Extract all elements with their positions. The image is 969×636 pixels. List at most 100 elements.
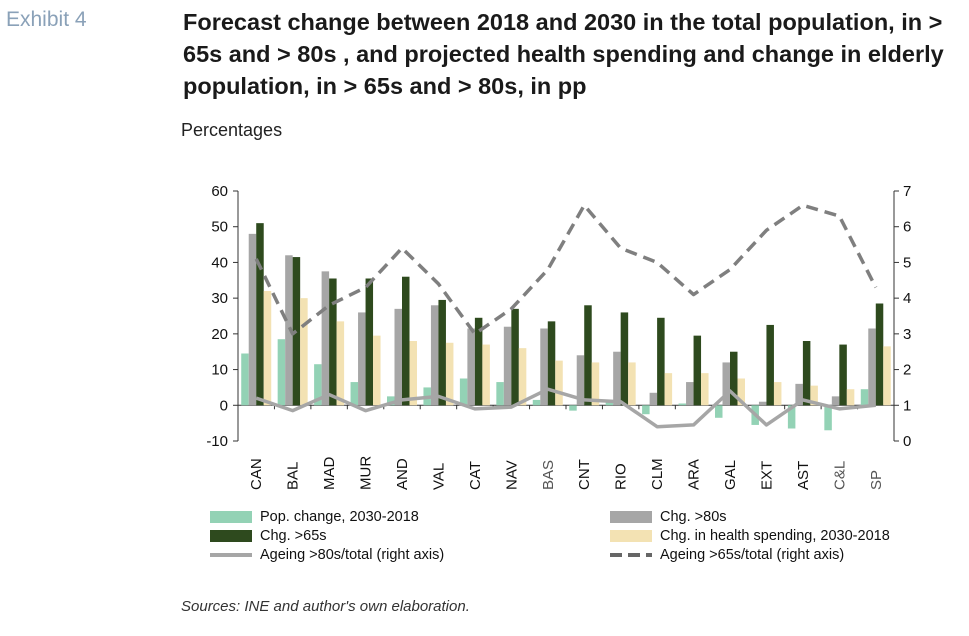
left-tick-label: 60	[211, 183, 228, 200]
bar-c80-MAD	[321, 271, 330, 406]
bar-health-BAL	[300, 298, 308, 406]
bar-c80-SP	[868, 328, 876, 406]
bar-health-BAS	[555, 360, 563, 406]
legend-item-a80: Ageing >80s/total (right axis)	[210, 546, 444, 564]
bar-pop-CNT	[569, 405, 577, 411]
left-tick-label: 20	[211, 326, 228, 343]
bar-health-GAL	[737, 378, 745, 406]
bar-c80-GAL	[722, 362, 730, 406]
legend-label-pop: Pop. change, 2030-2018	[260, 509, 419, 525]
bar-c65-BAS	[547, 321, 556, 406]
bar-pop-BAL	[277, 339, 286, 406]
legend-item-pop: Pop. change, 2030-2018	[210, 508, 419, 526]
bar-c65-CLM	[657, 317, 665, 406]
chart-title: Forecast change between 2018 and 2030 in…	[183, 9, 944, 99]
bar-c80-NAV	[503, 326, 512, 406]
x-tick-label-CAN: CAN	[248, 458, 265, 490]
bar-c65-SP	[875, 303, 884, 406]
bar-c80-C&L	[831, 396, 840, 406]
bar-c80-BAS	[540, 328, 548, 406]
legend-label-c65: Chg. >65s	[260, 528, 327, 544]
x-tick-label-AST: AST	[795, 461, 812, 490]
right-tick-label: 4	[903, 290, 911, 307]
x-tick-label-ARA: ARA	[686, 459, 703, 490]
x-tick-label-CNT: CNT	[576, 459, 593, 490]
bar-pop-BAS	[532, 399, 541, 406]
right-tick-label: 3	[903, 326, 911, 343]
bar-c65-CNT	[584, 305, 592, 406]
bar-health-C&L	[846, 389, 855, 406]
bar-pop-CAN	[241, 353, 249, 406]
bar-c80-VAL	[430, 305, 439, 406]
x-tick-label-AND: AND	[394, 458, 411, 490]
legend-swatch-c80	[610, 511, 652, 523]
right-tick-label: 6	[903, 219, 911, 236]
legend-item-a65: Ageing >65s/total (right axis)	[610, 546, 844, 564]
right-tick-label: 5	[903, 254, 911, 271]
line-ageing-65s	[254, 203, 878, 336]
x-tick-label-MAD: MAD	[321, 457, 338, 491]
bar-c80-AND	[394, 308, 402, 406]
right-tick-label: 0	[903, 433, 911, 450]
legend-swatch-a65	[610, 553, 652, 557]
bar-health-AND	[409, 341, 417, 406]
x-tick-label-SP: SP	[868, 470, 885, 490]
exhibit-label: Exhibit 4	[6, 8, 87, 31]
bar-health-MAD	[336, 321, 345, 406]
source-note: Sources: INE and author's own elaboratio…	[181, 598, 470, 615]
legend-label-c80: Chg. >80s	[660, 509, 727, 525]
legend-item-health: Chg. in health spending, 2030-2018	[610, 527, 890, 545]
left-tick-label: 30	[211, 290, 228, 307]
bar-c80-CAT	[467, 328, 475, 406]
bar-c65-CAT	[474, 317, 483, 406]
bar-c80-BAL	[285, 255, 293, 406]
legend-swatch-pop	[210, 511, 252, 523]
bar-c65-VAL	[438, 299, 446, 406]
bar-pop-RIO	[605, 401, 614, 406]
bar-c65-MAD	[329, 278, 337, 406]
bar-c80-AST	[795, 383, 803, 406]
line-ageing-80s	[255, 387, 876, 429]
bar-c65-AST	[802, 341, 811, 406]
bar-health-CAN	[263, 291, 272, 406]
right-tick-label: 2	[903, 362, 911, 379]
bar-health-EXT	[773, 382, 782, 406]
bar-c65-GAL	[730, 351, 738, 406]
legend-swatch-a80	[210, 553, 252, 557]
left-tick-label: 10	[211, 362, 228, 379]
bar-pop-SP	[860, 389, 869, 406]
x-tick-label-CLM: CLM	[649, 458, 666, 490]
x-tick-label-BAS: BAS	[540, 460, 557, 490]
left-tick-label: -10	[206, 433, 228, 450]
bar-pop-ARA	[678, 403, 687, 406]
left-tick-label: 40	[211, 254, 228, 271]
bar-c65-NAV	[511, 308, 519, 406]
bar-pop-CAT	[459, 378, 468, 406]
bar-pop-AND	[387, 396, 395, 406]
legend-swatch-c65	[210, 530, 252, 542]
x-tick-label-CAT: CAT	[467, 461, 484, 490]
bar-pop-MUR	[350, 382, 359, 406]
bar-health-NAV	[518, 348, 527, 406]
bar-pop-MAD	[314, 364, 322, 406]
bar-health-CAT	[482, 344, 490, 406]
right-tick-label: 7	[903, 183, 911, 200]
bar-pop-NAV	[496, 382, 504, 406]
x-tick-label-C&L: C&L	[831, 461, 848, 490]
bar-c80-ARA	[686, 382, 694, 406]
legend-label-a80: Ageing >80s/total (right axis)	[260, 547, 445, 563]
bar-health-ARA	[701, 373, 709, 406]
left-tick-label: 50	[211, 219, 228, 236]
bar-pop-GAL	[715, 405, 723, 418]
x-tick-label-GAL: GAL	[722, 460, 739, 490]
bar-health-CNT	[591, 362, 600, 406]
x-tick-label-MUR: MUR	[358, 456, 375, 490]
left-tick-label: 0	[220, 397, 228, 414]
x-tick-label-VAL: VAL	[430, 463, 447, 490]
bar-c65-RIO	[620, 312, 629, 406]
bar-health-AST	[810, 385, 818, 406]
legend-label-health: Chg. in health spending, 2030-2018	[660, 528, 890, 544]
bar-c80-CNT	[576, 355, 585, 406]
bar-c80-CAN	[248, 233, 257, 406]
